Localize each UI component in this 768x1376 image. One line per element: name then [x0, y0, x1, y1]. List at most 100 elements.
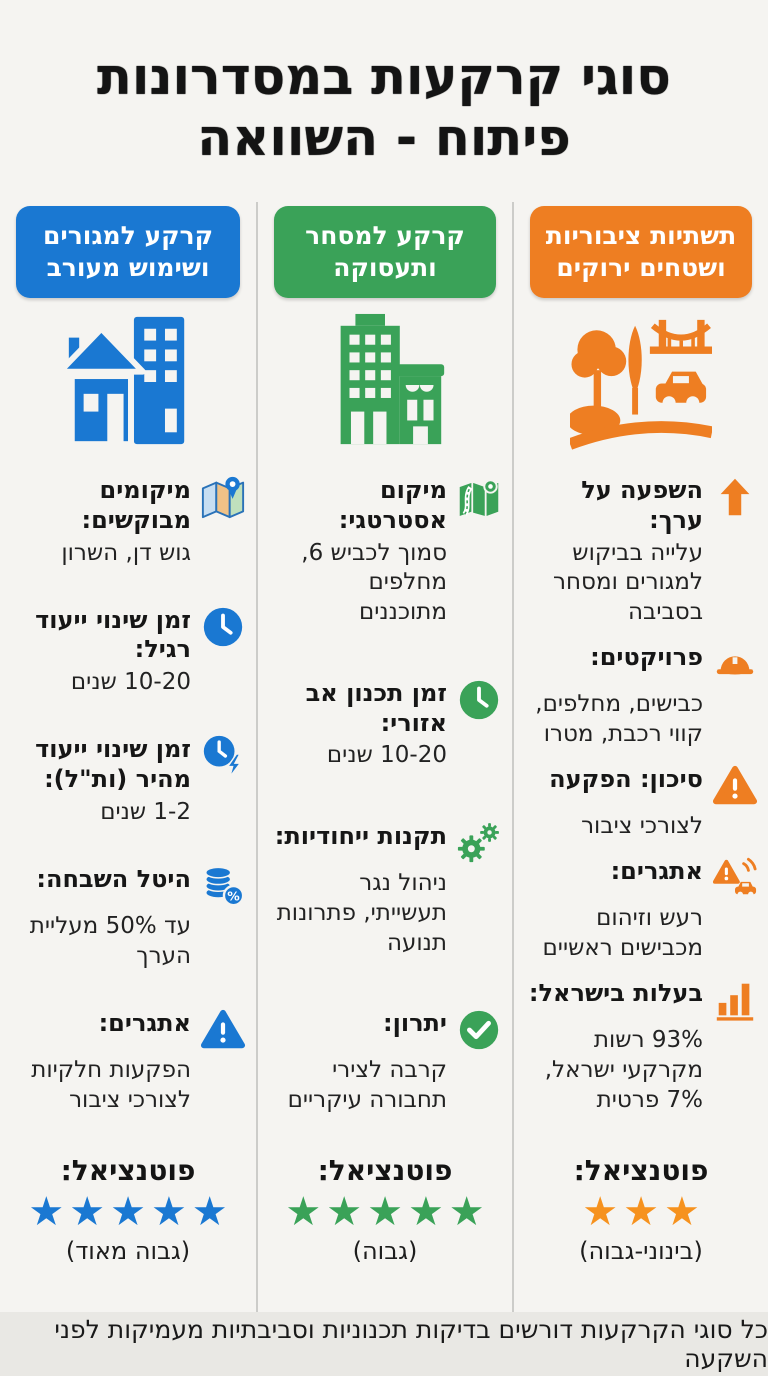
- footer-note-bar: כל סוגי הקרקעות דורשים בדיקות תכנוניות ו…: [0, 1312, 768, 1376]
- info-item: פרויקטים: כבישים, מחלפים, קווי רכבת, מטר…: [524, 641, 758, 750]
- column-header: קרקע למסחר ותעסוקה: [274, 206, 496, 298]
- info-item: בעלות בישראל: 93% רשות מקרקעי ישראל, 7% …: [524, 977, 758, 1116]
- info-item: % היטל השבחה: עד 50% מעליית הערך: [10, 863, 246, 972]
- item-text: ניהול נגר תעשייתי, פתרונות תנועה: [276, 869, 447, 956]
- star-rating: ★ ★ ★ ★ ★: [285, 1190, 484, 1234]
- column-residential-mixed-use: קרקע למגורים ושימוש מעורב מיקומים מבוקשי…: [0, 202, 256, 1312]
- star-icon: ★: [110, 1189, 146, 1235]
- item-text: עלייה בביקוש למגורים ומסחר בסביבה: [553, 539, 703, 626]
- potential-section: פוטנציאל: ★ ★ ★ ★ ★ (גבוה מאוד): [0, 1152, 256, 1312]
- warning-triangle-icon: [200, 1007, 246, 1053]
- info-item: זמן שינוי ייעוד מהיר (ות"ל): 1-2 שנים: [10, 733, 246, 827]
- hero-office-storefront-icon: [258, 298, 512, 466]
- star-rating: ★ ★ ★ ★ ★: [28, 1190, 227, 1234]
- column-items: מיקומים מבוקשים: גוש דן, השרון זמן שינוי…: [0, 466, 256, 1152]
- car-noise-warning-icon: [712, 855, 758, 901]
- hero-park-bridge-car-icon: [514, 298, 768, 466]
- item-text: הפקעות חלקיות לצורכי ציבור: [31, 1057, 191, 1114]
- info-item: אתגרים: הפקעות חלקיות לצורכי ציבור: [10, 1007, 246, 1116]
- item-label: מיקומים מבוקשים:: [81, 476, 192, 534]
- up-arrow-icon: [712, 474, 758, 520]
- star-icon: ★: [150, 1189, 187, 1235]
- item-label: היטל השבחה:: [36, 865, 191, 894]
- hero-house-building-icon: [0, 298, 256, 466]
- gears-icon: [456, 820, 502, 866]
- item-label: מיקום אסטרטגי:: [338, 476, 447, 534]
- info-item: מיקומים מבוקשים: גוש דן, השרון: [10, 474, 246, 568]
- item-text: כבישים, מחלפים, קווי רכבת, מטרו: [535, 691, 703, 748]
- column-items: השפעה על ערך: עלייה בביקוש למגורים ומסחר…: [514, 466, 768, 1152]
- clock-lightning-icon: [200, 733, 246, 779]
- info-item: סיכון: הפקעה לצורכי ציבור: [524, 763, 758, 842]
- item-label: השפעה על ערך:: [581, 476, 703, 534]
- star-icon: ★: [367, 1189, 403, 1235]
- info-item: יתרון: קרבה לצירי תחבורה עיקריים: [268, 1007, 502, 1116]
- star-icon: ★: [285, 1189, 322, 1235]
- road-map-icon: [456, 474, 502, 520]
- item-text: 10-20 שנים: [70, 669, 191, 696]
- potential-label: פוטנציאל:: [573, 1154, 709, 1187]
- column-public-infrastructure-green: תשתיות ציבוריות ושטחים ירוקים השפעה על ע…: [512, 202, 768, 1312]
- item-text: 93% רשות מקרקעי ישראל, 7% פרטית: [544, 1027, 703, 1114]
- coins-percent-icon: %: [200, 863, 246, 909]
- item-label: יתרון:: [383, 1009, 447, 1038]
- clock-icon: [200, 604, 246, 650]
- potential-section: פוטנציאל: ★ ★ ★ ★ ★ (גבוה): [258, 1152, 512, 1312]
- item-label: זמן תכנון אב אזורי:: [305, 678, 447, 737]
- clock-icon: [456, 677, 502, 723]
- footer-note: כל סוגי הקרקעות דורשים בדיקות תכנוניות ו…: [54, 1315, 768, 1373]
- item-text: 10-20 שנים: [326, 742, 447, 769]
- item-text: לצורכי ציבור: [581, 813, 703, 840]
- star-icon: ★: [28, 1189, 65, 1235]
- item-label: אתגרים:: [610, 857, 703, 886]
- column-commerce-employment: קרקע למסחר ותעסוקה מיקום אסטרטגי: סמוך ל…: [256, 202, 512, 1312]
- bar-chart-icon: [712, 977, 758, 1023]
- potential-label: פוטנציאל:: [60, 1154, 196, 1187]
- item-label: זמן שינוי ייעוד רגיל:: [35, 605, 191, 664]
- potential-label: פוטנציאל:: [317, 1154, 453, 1187]
- house-building-icon: [57, 311, 199, 453]
- star-rating: ★ ★ ★: [582, 1190, 700, 1234]
- title-line-2: פיתוח - השוואה: [197, 109, 571, 168]
- item-label: אתגרים:: [98, 1009, 191, 1038]
- check-circle-icon: [456, 1007, 502, 1053]
- page-title: סוגי קרקעות במסדרונות פיתוח - השוואה: [0, 0, 768, 202]
- item-label: זמן שינוי ייעוד מהיר (ות"ל):: [35, 735, 191, 794]
- star-icon: ★: [407, 1189, 444, 1235]
- warning-triangle-icon: [712, 763, 758, 809]
- item-text: סמוך לכביש 6, מחלפים מתוכננים: [301, 539, 447, 626]
- item-label: תקנות ייחודיות:: [274, 821, 447, 850]
- rating-note: (בינוני-גבוה): [579, 1237, 703, 1265]
- item-label: פרויקטים:: [590, 643, 703, 672]
- info-item: תקנות ייחודיות: ניהול נגר תעשייתי, פתרונ…: [268, 820, 502, 959]
- rating-note: (גבוה): [352, 1237, 418, 1265]
- potential-section: פוטנציאל: ★ ★ ★ (בינוני-גבוה): [514, 1152, 768, 1312]
- star-icon: ★: [448, 1189, 485, 1235]
- item-text: רעש וזיהום מכבישים ראשיים: [542, 905, 703, 962]
- star-icon: ★: [69, 1189, 106, 1235]
- star-icon: ★: [326, 1189, 363, 1235]
- column-header: קרקע למגורים ושימוש מעורב: [16, 206, 240, 298]
- item-text: גוש דן, השרון: [61, 539, 191, 566]
- column-items: מיקום אסטרטגי: סמוך לכביש 6, מחלפים מתוכ…: [258, 466, 512, 1152]
- item-text: קרבה לצירי תחבורה עיקריים: [287, 1057, 447, 1114]
- star-icon: ★: [191, 1189, 228, 1235]
- item-text: 1-2 שנים: [100, 798, 191, 825]
- info-item: השפעה על ערך: עלייה בביקוש למגורים ומסחר…: [524, 474, 758, 628]
- star-icon: ★: [623, 1189, 659, 1235]
- info-item: מיקום אסטרטגי: סמוך לכביש 6, מחלפים מתוכ…: [268, 474, 502, 628]
- item-label: סיכון: הפקעה: [549, 765, 703, 794]
- star-icon: ★: [663, 1189, 700, 1235]
- item-label: בעלות בישראל:: [528, 979, 703, 1008]
- info-item: זמן שינוי ייעוד רגיל: 10-20 שנים: [10, 604, 246, 698]
- comparison-columns: קרקע למגורים ושימוש מעורב מיקומים מבוקשי…: [0, 202, 768, 1312]
- hard-hat-icon: [712, 641, 758, 687]
- info-item: אתגרים: רעש וזיהום מכבישים ראשיים: [524, 855, 758, 964]
- rating-note: (גבוה מאוד): [65, 1237, 191, 1265]
- title-line-1: סוגי קרקעות במסדרונות: [97, 47, 671, 107]
- column-header: תשתיות ציבוריות ושטחים ירוקים: [530, 206, 752, 298]
- item-text: עד 50% מעליית הערך: [29, 913, 191, 969]
- map-pin-icon: [200, 474, 246, 520]
- office-storefront-icon: [314, 311, 456, 453]
